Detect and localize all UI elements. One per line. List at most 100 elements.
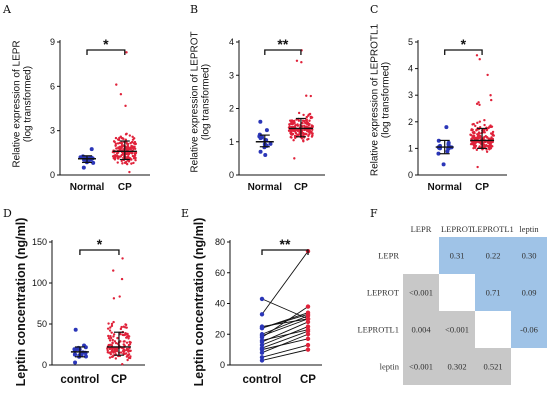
data-point — [126, 156, 129, 159]
data-point — [125, 142, 129, 145]
panel-label-c: C — [370, 3, 378, 16]
y-axis-title-line: Relative expression of LEPROTL1 — [370, 23, 381, 176]
data-point — [482, 136, 486, 139]
y-axis-title-line: Relative expression of LEPROT — [190, 31, 201, 172]
data-point — [120, 159, 123, 163]
y-tick-label: 150 — [32, 237, 47, 247]
data-point — [305, 319, 311, 325]
data-point — [91, 160, 96, 165]
data-point — [107, 322, 110, 325]
significance-marker: * — [103, 36, 109, 52]
data-point — [296, 129, 300, 133]
data-point — [471, 142, 474, 146]
data-point — [124, 138, 128, 141]
data-point — [128, 134, 132, 137]
data-point — [293, 125, 296, 128]
data-point — [115, 347, 118, 350]
data-point — [302, 140, 305, 143]
data-point — [304, 132, 307, 136]
y-axis-title-line: (log transformed) — [23, 66, 34, 142]
data-point — [132, 157, 136, 160]
significance-bracket — [264, 49, 302, 55]
y-tick-label: 4 — [229, 37, 234, 47]
pair-line — [261, 349, 309, 361]
data-point — [259, 347, 265, 352]
data-point — [115, 349, 119, 352]
significance-bracket — [79, 249, 120, 255]
pair-line — [261, 344, 309, 358]
matrix-cell-bg — [403, 348, 439, 385]
matrix-cell-bg — [511, 274, 547, 311]
pair-line — [261, 321, 309, 343]
data-point — [114, 350, 117, 353]
data-point — [297, 111, 301, 115]
data-point — [113, 340, 117, 343]
data-point — [112, 320, 115, 324]
data-point — [446, 140, 451, 145]
data-point — [80, 154, 85, 159]
category-label: control — [243, 374, 282, 386]
matrix-cell-value: <0.001 — [445, 325, 469, 335]
data-point — [106, 327, 110, 330]
data-point — [307, 114, 310, 117]
category-label: Normal — [427, 182, 462, 193]
matrix-column-header: LEPR — [411, 224, 432, 234]
data-point — [72, 352, 77, 357]
data-point — [112, 350, 115, 353]
y-tick-label: 100 — [32, 278, 47, 288]
data-point — [445, 149, 450, 154]
matrix-cell-value: -0.06 — [520, 325, 538, 335]
y-tick-label: 80 — [215, 237, 225, 247]
matrix-cell-bg — [511, 237, 547, 274]
category-label: CP — [475, 182, 489, 193]
data-point — [490, 98, 493, 102]
data-point — [111, 341, 114, 345]
data-point — [483, 131, 486, 134]
data-point — [490, 141, 493, 144]
data-point — [124, 326, 127, 329]
data-point — [126, 354, 129, 358]
matrix-cell-bg — [439, 348, 475, 385]
data-point — [115, 83, 118, 86]
y-tick-label: 50 — [37, 319, 47, 329]
data-point — [89, 147, 94, 152]
data-point — [120, 141, 123, 144]
matrix-column-header: leptin — [519, 224, 539, 234]
matrix-cell-value: <0.001 — [409, 362, 433, 372]
data-point — [289, 129, 293, 133]
pair-line — [261, 326, 309, 346]
data-point — [110, 331, 113, 334]
data-point — [119, 351, 123, 354]
data-point — [305, 304, 311, 309]
matrix-cell-bg — [403, 311, 439, 348]
matrix-cell-value: 0.22 — [486, 251, 501, 261]
data-point — [308, 122, 311, 126]
data-point — [122, 137, 125, 141]
data-point — [119, 327, 123, 331]
data-point — [483, 118, 486, 122]
pair-line — [261, 315, 309, 335]
matrix-cell-bg — [475, 274, 511, 311]
data-point — [301, 133, 305, 137]
data-point — [129, 142, 132, 145]
data-point — [124, 323, 127, 326]
y-tick-label: 1 — [229, 137, 234, 147]
matrix-cell-bg — [475, 348, 511, 385]
pair-line — [261, 318, 309, 337]
data-point — [124, 331, 127, 335]
data-point — [115, 147, 118, 150]
data-point — [305, 313, 311, 318]
data-point — [118, 155, 122, 158]
data-point — [117, 138, 121, 142]
data-point — [131, 140, 134, 144]
matrix-cell-bg — [403, 274, 439, 311]
data-point — [478, 126, 482, 129]
data-point — [116, 336, 119, 340]
data-point — [73, 360, 78, 365]
matrix-cell-value: <0.001 — [409, 288, 433, 298]
data-point — [485, 136, 489, 139]
data-point — [107, 334, 110, 338]
data-point — [130, 162, 133, 165]
data-point — [110, 324, 114, 328]
